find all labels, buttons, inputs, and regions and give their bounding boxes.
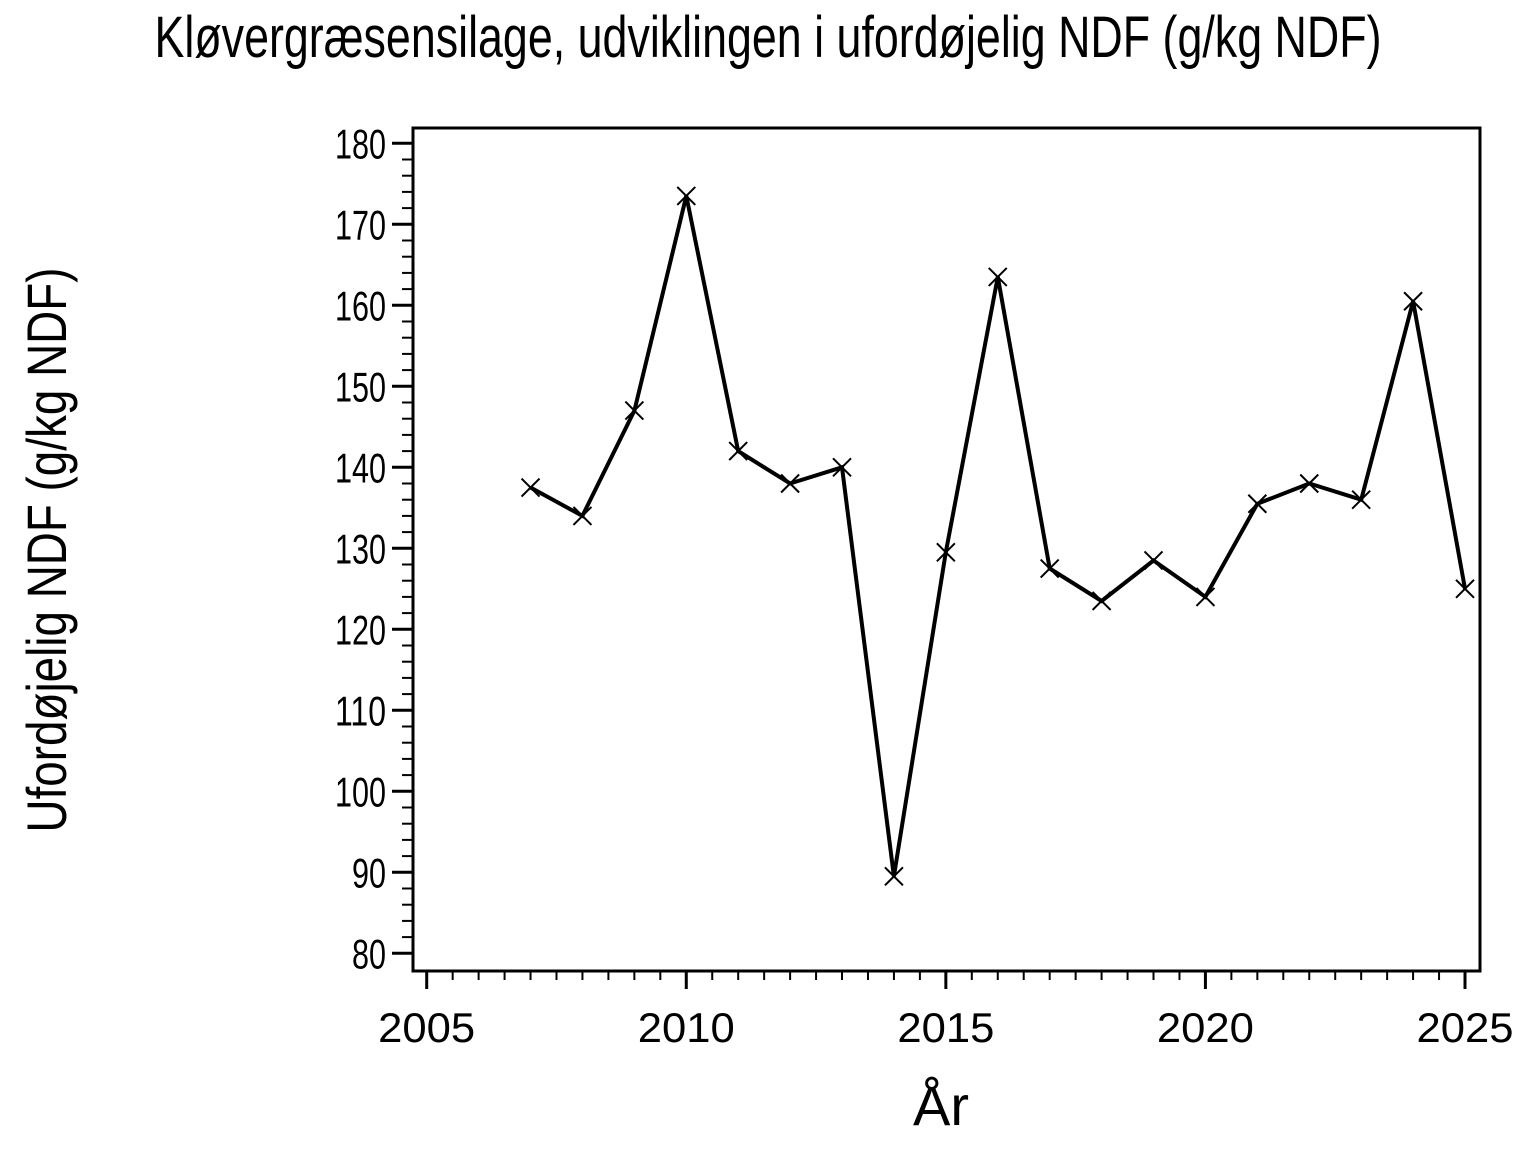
- data-point-marker: [728, 441, 748, 461]
- data-point-marker: [1039, 558, 1060, 579]
- data-point-marker: [832, 457, 852, 478]
- y-tick-label: 80: [352, 930, 386, 977]
- data-point-marker: [1351, 489, 1371, 510]
- data-point-marker: [676, 186, 696, 206]
- y-tick-label: 160: [335, 282, 386, 329]
- plot-area: 80 90 100 110 120 130 140 150 160 170 180 2005 2010 2…: [335, 120, 1514, 1051]
- data-point-marker: [1195, 587, 1216, 607]
- data-point-marker: [1403, 291, 1423, 311]
- y-tick-label: 120: [335, 606, 386, 653]
- data-point-marker: [1143, 550, 1164, 571]
- y-tick-label: 130: [335, 525, 386, 572]
- x-tick-label: 2010: [638, 1004, 735, 1051]
- y-tick-label: 100: [335, 768, 386, 815]
- data-point-marker: [1455, 579, 1475, 599]
- x-tick-label: 2025: [1417, 1004, 1514, 1051]
- chart-title: Kløvergræsensilage, udviklingen i ufordø…: [155, 5, 1382, 70]
- data-point-marker: [1247, 494, 1268, 514]
- x-axis-label: År: [913, 1074, 969, 1137]
- x-tick-label: 2015: [897, 1004, 994, 1051]
- x-tick-label: 2020: [1157, 1004, 1254, 1051]
- data-point-marker: [884, 866, 904, 887]
- data-point-marker: [1091, 591, 1112, 611]
- y-tick-label: 150: [335, 363, 386, 410]
- data-point-marker: [572, 506, 593, 526]
- y-tick-label: 90: [352, 849, 386, 896]
- y-tick-label: 180: [335, 120, 386, 167]
- data-point-marker: [624, 400, 645, 421]
- data-point-marker: [780, 473, 800, 494]
- y-tick-label: 170: [335, 201, 386, 248]
- data-point-marker: [1299, 473, 1319, 494]
- data-line: [529, 195, 1467, 877]
- data-point-marker: [936, 542, 956, 563]
- x-tick-label: 2005: [378, 1004, 475, 1051]
- y-tick-label: 110: [335, 687, 386, 734]
- data-point-marker: [988, 267, 1008, 287]
- y-axis-label: Ufordøjelig NDF (g/kg NDF): [15, 268, 78, 833]
- data-point-marker: [520, 477, 541, 498]
- y-tick-label: 140: [335, 444, 386, 491]
